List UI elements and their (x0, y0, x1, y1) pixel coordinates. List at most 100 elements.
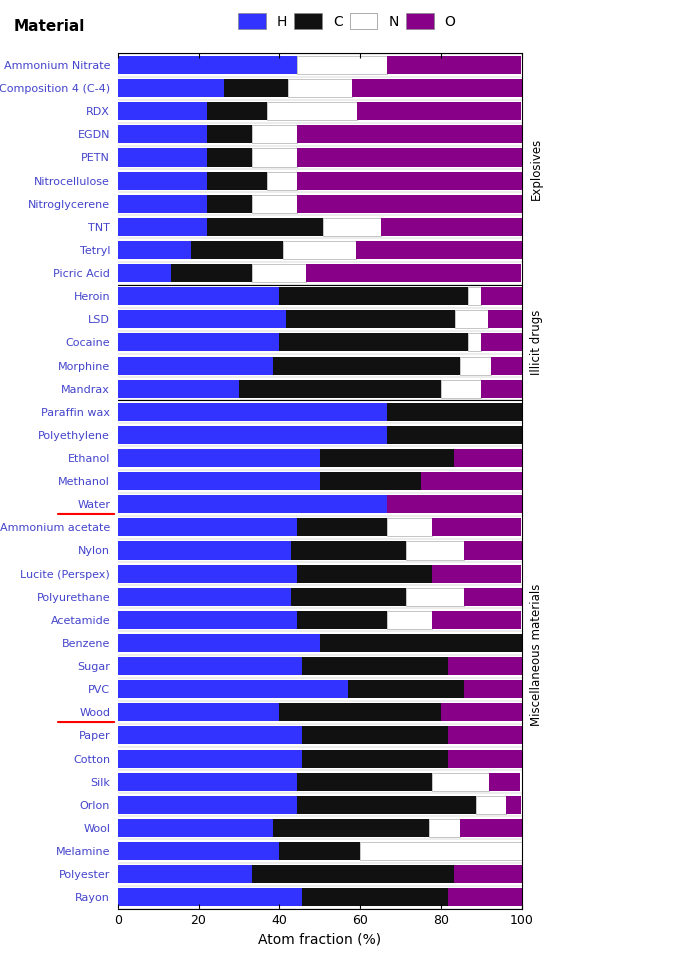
Bar (297, 56, 387, 74)
Bar (387, 402, 522, 421)
Bar (267, 172, 297, 190)
Bar (468, 333, 481, 352)
Bar (320, 472, 421, 490)
Bar (441, 704, 522, 721)
Bar (118, 704, 279, 721)
Bar (118, 496, 387, 513)
Bar (448, 657, 522, 676)
Bar (118, 565, 297, 582)
Bar (468, 287, 481, 305)
Bar (288, 79, 351, 97)
Bar (302, 657, 448, 676)
Bar (357, 241, 522, 259)
Bar (279, 842, 360, 860)
Bar (118, 241, 191, 259)
Bar (464, 680, 522, 698)
Bar (491, 357, 522, 374)
Bar (252, 194, 297, 213)
Bar (239, 380, 441, 398)
Bar (506, 796, 521, 814)
Bar (118, 749, 302, 768)
Bar (357, 102, 521, 121)
Bar (387, 56, 521, 74)
Bar (267, 102, 357, 121)
Bar (481, 380, 522, 398)
Bar (351, 79, 522, 97)
Bar (118, 842, 279, 860)
Bar (306, 264, 521, 282)
Bar (454, 449, 522, 467)
Bar (118, 380, 239, 398)
Bar (118, 172, 207, 190)
Text: Material: Material (13, 19, 85, 34)
Bar (297, 125, 522, 144)
Bar (323, 218, 381, 236)
Bar (118, 726, 302, 745)
Bar (489, 773, 520, 790)
Bar (279, 333, 468, 352)
Bar (118, 541, 291, 560)
Bar (252, 264, 306, 282)
Bar (207, 149, 252, 166)
Text: Illicit drugs: Illicit drugs (530, 310, 542, 375)
Bar (118, 357, 273, 374)
Bar (387, 426, 522, 444)
Bar (421, 472, 522, 490)
Bar (360, 842, 522, 860)
Bar (118, 310, 286, 329)
Bar (118, 125, 207, 144)
Bar (118, 773, 297, 790)
Text: Miscellaneous materials: Miscellaneous materials (530, 583, 542, 726)
Bar (207, 172, 267, 190)
Text: Explosives: Explosives (530, 138, 542, 200)
Bar (387, 610, 431, 629)
Bar (481, 333, 522, 352)
Bar (252, 149, 297, 166)
Bar (431, 773, 489, 790)
Bar (302, 749, 448, 768)
X-axis label: Atom fraction (%): Atom fraction (%) (258, 932, 381, 946)
Bar (441, 380, 481, 398)
Bar (207, 102, 267, 121)
Bar (118, 426, 387, 444)
Legend: H, C, N, O: H, C, N, O (238, 14, 456, 29)
Bar (297, 149, 522, 166)
Bar (406, 588, 464, 606)
Bar (460, 818, 522, 837)
Bar (118, 79, 224, 97)
Bar (464, 541, 522, 560)
Bar (118, 518, 297, 537)
Bar (349, 680, 464, 698)
Bar (118, 218, 207, 236)
Bar (302, 888, 448, 906)
Bar (118, 264, 172, 282)
Bar (191, 241, 283, 259)
Bar (297, 773, 431, 790)
Bar (297, 194, 522, 213)
Bar (297, 172, 522, 190)
Bar (297, 796, 476, 814)
Bar (291, 541, 406, 560)
Bar (448, 749, 522, 768)
Bar (273, 818, 429, 837)
Bar (297, 518, 387, 537)
Bar (460, 357, 491, 374)
Bar (283, 241, 357, 259)
Bar (207, 218, 323, 236)
Bar (488, 310, 522, 329)
Bar (118, 194, 207, 213)
Bar (118, 149, 207, 166)
Bar (252, 865, 454, 884)
Bar (448, 726, 522, 745)
Bar (207, 125, 252, 144)
Bar (481, 287, 522, 305)
Bar (118, 588, 291, 606)
Bar (118, 102, 207, 121)
Bar (252, 125, 297, 144)
Bar (431, 518, 521, 537)
Bar (291, 588, 406, 606)
Bar (279, 287, 468, 305)
Bar (273, 357, 460, 374)
Bar (454, 310, 488, 329)
Bar (464, 588, 522, 606)
